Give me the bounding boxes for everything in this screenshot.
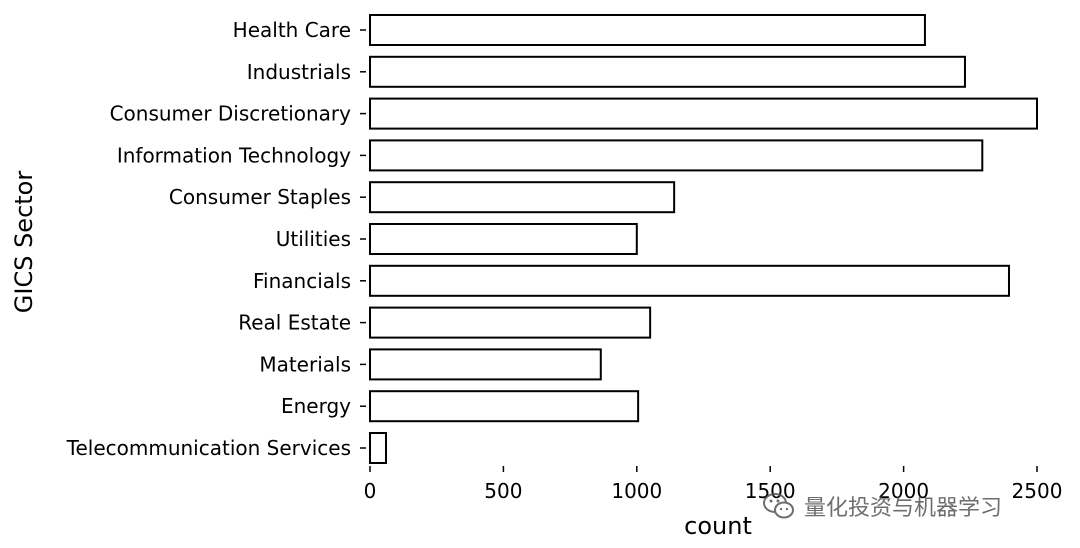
watermark: 量化投资与机器学习 (762, 490, 1002, 522)
x-ticks: 0 500 1000 1500 2000 2500 (364, 466, 1063, 503)
bar-consumer-staples (369, 181, 676, 214)
x-tick-label-2500: 2500 (1012, 479, 1063, 503)
y-tick-label-utilities: Utilities (276, 227, 351, 251)
watermark-text: 量化投资与机器学习 (804, 496, 1003, 521)
x-tick-label-2000: 2000 (878, 479, 929, 503)
y-tick-labels: Health Care Industrials Consumer Discretio… (66, 18, 366, 460)
y-tick-label-energy: Energy (281, 394, 351, 418)
bar-energy (369, 390, 640, 423)
y-axis-label: GICS Sector (10, 171, 38, 314)
x-tick-label-1500: 1500 (745, 479, 796, 503)
y-tick-label-consumer-staples: Consumer Staples (169, 185, 351, 209)
wechat-icon (763, 493, 794, 519)
bar-real-estate (369, 306, 652, 339)
y-tick-label-industrials: Industrials (247, 60, 351, 84)
bar-telecommunication-services (369, 432, 388, 464)
bar-health-care (369, 14, 926, 46)
bar-materials (369, 348, 602, 381)
y-tick-label-materials: Materials (259, 352, 351, 376)
bar-information-technology (369, 139, 984, 172)
y-tick-label-real-estate: Real Estate (238, 311, 351, 335)
bars-group (369, 14, 1038, 464)
x-axis-label: count (684, 512, 752, 540)
y-tick-label-consumer-discretionary: Consumer Discretionary (110, 102, 352, 126)
bar-industrials (369, 55, 966, 88)
x-tick-label-1000: 1000 (611, 479, 662, 503)
bar-utilities (369, 223, 638, 255)
x-tick-label-500: 500 (484, 479, 522, 503)
bar-consumer-discretionary (369, 97, 1038, 130)
bar-financials (369, 264, 1010, 297)
y-tick-label-health-care: Health Care (233, 18, 351, 42)
y-tick-label-financials: Financials (253, 269, 351, 293)
x-tick-label-0: 0 (364, 479, 377, 503)
y-tick-label-telecommunication-services: Telecommunication Services (66, 436, 351, 460)
y-tick-label-information-technology: Information Technology (117, 143, 351, 167)
